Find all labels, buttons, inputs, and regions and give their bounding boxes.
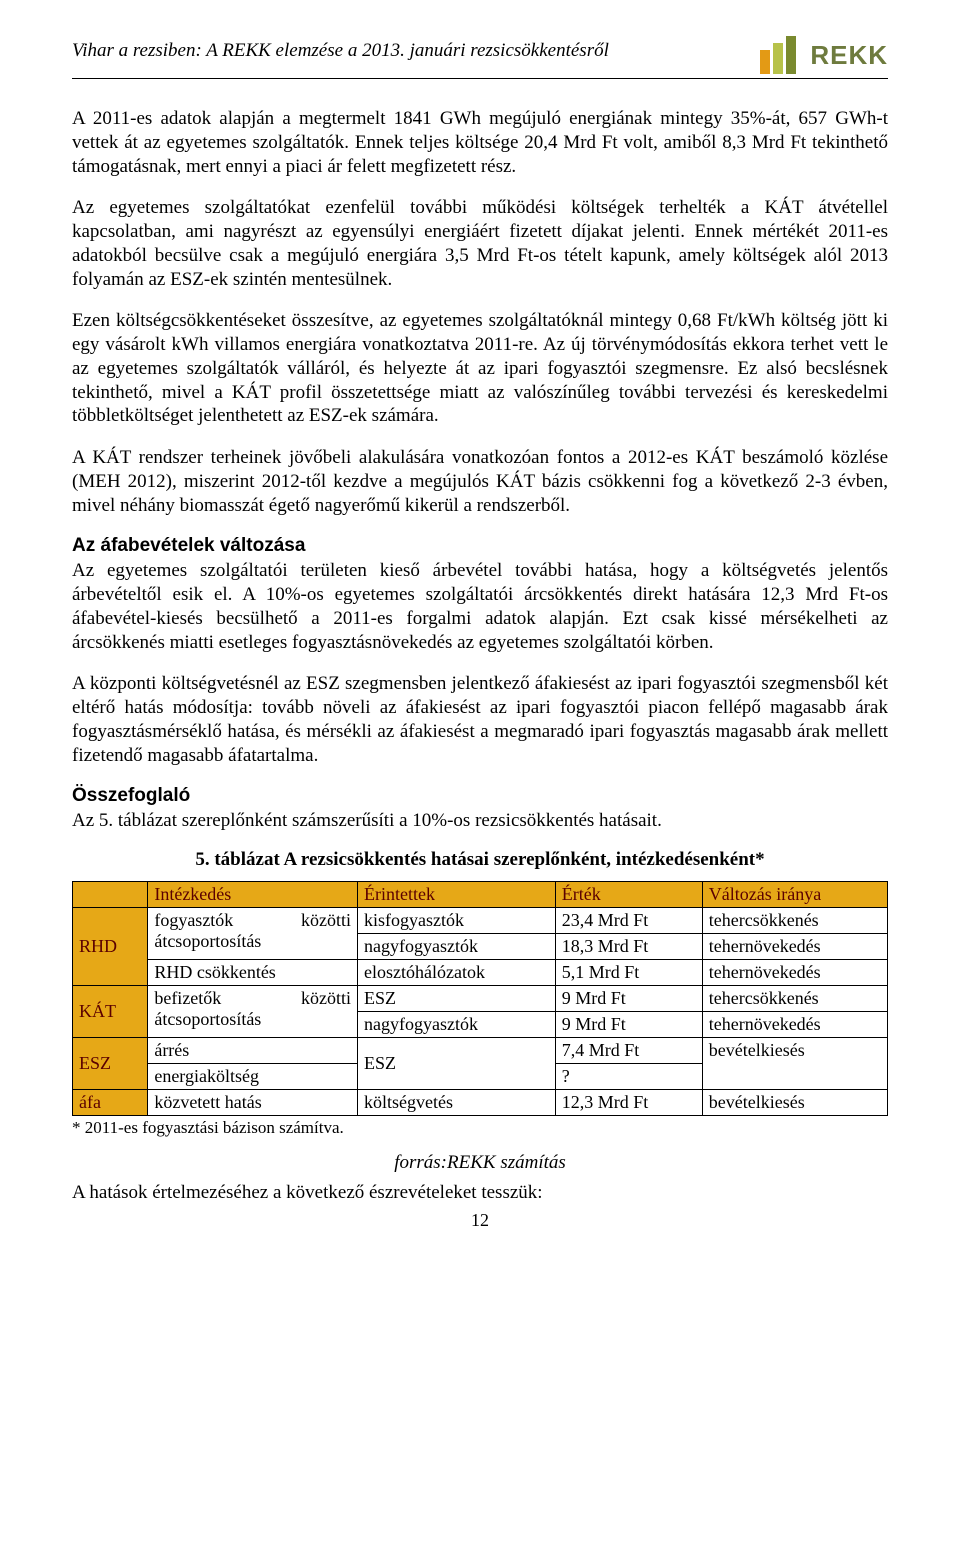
paragraph-6: A központi költségvetésnél az ESZ szegme… <box>72 672 888 767</box>
cell-text: befizetők <box>154 988 221 1009</box>
table-row: áfa közvetett hatás költségvetés 12,3 Mr… <box>73 1090 888 1116</box>
cell-text: közötti <box>301 988 351 1009</box>
th-blank <box>73 882 148 908</box>
logo-text: REKK <box>810 40 888 71</box>
cell-ertek: 9 Mrd Ft <box>555 986 702 1012</box>
cell-erintett: ESZ <box>357 1038 555 1090</box>
cell-ertek: ? <box>555 1064 702 1090</box>
cell-erintett: ESZ <box>357 986 555 1012</box>
table-row: KÁT befizetők közötti átcsoportosítás ES… <box>73 986 888 1012</box>
logo-bars-icon <box>760 36 804 74</box>
header-title: Vihar a rezsiben: A REKK elemzése a 2013… <box>72 36 609 62</box>
table-row: RHD fogyasztók közötti átcsoportosítás k… <box>73 908 888 934</box>
cell-valtozas: tehercsökkenés <box>702 986 887 1012</box>
cell-esz-intezk2: energiaköltség <box>148 1064 358 1090</box>
cell-valtozas: tehercsökkenés <box>702 908 887 934</box>
cell-erintett: nagyfogyasztók <box>357 1012 555 1038</box>
cell-valtozas: bevételkiesés <box>702 1038 887 1090</box>
paragraph-1: A 2011-es adatok alapján a megtermelt 18… <box>72 107 888 178</box>
paragraph-5: Az egyetemes szolgáltatói területen kies… <box>72 559 888 654</box>
paragraph-3: Ezen költségcsökkentéseket összesítve, a… <box>72 309 888 428</box>
cell-erintett: költségvetés <box>357 1090 555 1116</box>
cell-afa-intezk: közvetett hatás <box>148 1090 358 1116</box>
table-caption: 5. táblázat A rezsicsökkentés hatásai sz… <box>72 849 888 871</box>
table-row: RHD csökkentés elosztóhálózatok 5,1 Mrd … <box>73 960 888 986</box>
cell-text: fogyasztók <box>154 910 233 931</box>
page-number: 12 <box>72 1210 888 1231</box>
cell-text: átcsoportosítás <box>154 931 351 952</box>
th-intezkedes: Intézkedés <box>148 882 358 908</box>
paragraph-4: A KÁT rendszer terheinek jövőbeli alakul… <box>72 446 888 517</box>
cell-text: átcsoportosítás <box>154 1009 351 1030</box>
cell-valtozas: tehernövekedés <box>702 1012 887 1038</box>
cell-ertek: 7,4 Mrd Ft <box>555 1038 702 1064</box>
paragraph-2: Az egyetemes szolgáltatókat ezenfelül to… <box>72 196 888 291</box>
rowlabel-rhd: RHD <box>73 908 148 986</box>
heading-afa: Az áfabevételek változása <box>72 535 888 557</box>
document-page: Vihar a rezsiben: A REKK elemzése a 2013… <box>0 0 960 1255</box>
cell-rhd-intezk2: RHD csökkentés <box>148 960 358 986</box>
cell-erintett: elosztóhálózatok <box>357 960 555 986</box>
table-header-row: Intézkedés Érintettek Érték Változás irá… <box>73 882 888 908</box>
rekk-logo: REKK <box>760 36 888 74</box>
cell-valtozas: tehernövekedés <box>702 934 887 960</box>
cell-ertek: 23,4 Mrd Ft <box>555 908 702 934</box>
cell-esz-intezk1: árrés <box>148 1038 358 1064</box>
cell-valtozas: tehernövekedés <box>702 960 887 986</box>
table-footnote: * 2011-es fogyasztási bázison számítva. <box>72 1118 888 1138</box>
page-header: Vihar a rezsiben: A REKK elemzése a 2013… <box>72 36 888 79</box>
heading-summary: Összefoglaló <box>72 785 888 807</box>
cell-erintett: nagyfogyasztók <box>357 934 555 960</box>
table-row: ESZ árrés ESZ 7,4 Mrd Ft bevételkiesés <box>73 1038 888 1064</box>
closing-paragraph: A hatások értelmezéséhez a következő ész… <box>72 1182 888 1204</box>
th-valtozas: Változás iránya <box>702 882 887 908</box>
th-erintettek: Érintettek <box>357 882 555 908</box>
rowlabel-kat: KÁT <box>73 986 148 1038</box>
th-ertek: Érték <box>555 882 702 908</box>
rowlabel-esz: ESZ <box>73 1038 148 1090</box>
cell-valtozas: bevételkiesés <box>702 1090 887 1116</box>
cell-erintett: kisfogyasztók <box>357 908 555 934</box>
cell-ertek: 12,3 Mrd Ft <box>555 1090 702 1116</box>
impacts-table: Intézkedés Érintettek Érték Változás irá… <box>72 881 888 1116</box>
cell-kat-intezk: befizetők közötti átcsoportosítás <box>148 986 358 1038</box>
cell-ertek: 9 Mrd Ft <box>555 1012 702 1038</box>
table-source: forrás:REKK számítás <box>72 1152 888 1174</box>
cell-rhd-intezk1: fogyasztók közötti átcsoportosítás <box>148 908 358 960</box>
cell-text: közötti <box>301 910 351 931</box>
cell-ertek: 5,1 Mrd Ft <box>555 960 702 986</box>
paragraph-7: Az 5. táblázat szereplőnként számszerűsí… <box>72 809 888 833</box>
rowlabel-afa: áfa <box>73 1090 148 1116</box>
cell-ertek: 18,3 Mrd Ft <box>555 934 702 960</box>
